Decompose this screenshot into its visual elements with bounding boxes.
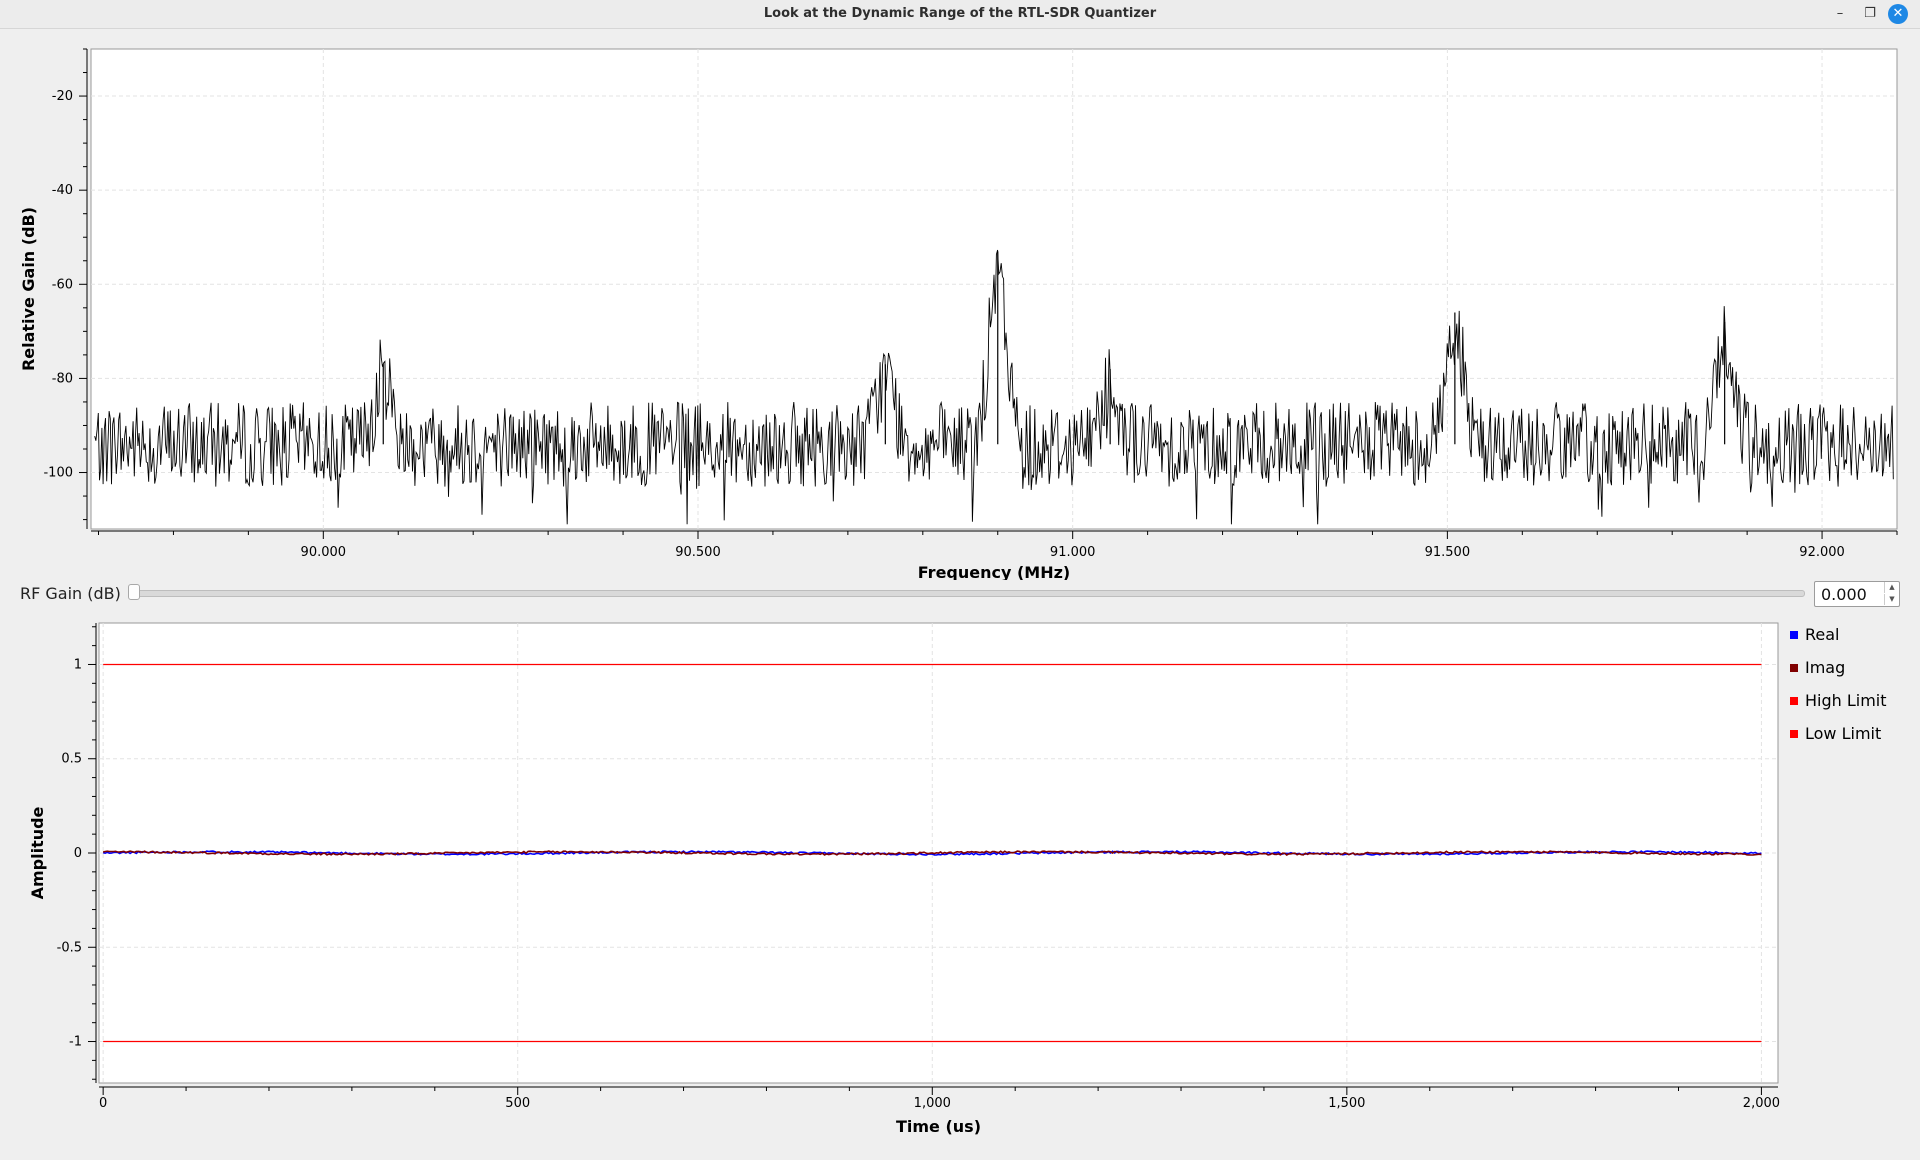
x-tick-label: 90.500 bbox=[675, 545, 721, 560]
x-tick-label: 1,000 bbox=[914, 1096, 951, 1111]
y-tick-label: 1 bbox=[74, 657, 82, 672]
x-axis-label: Time (us) bbox=[896, 1117, 981, 1136]
legend-label-low-limit: Low Limit bbox=[1805, 724, 1881, 743]
legend-label-real: Real bbox=[1805, 625, 1840, 644]
rf-gain-control: RF Gain (dB) 0.000 ▲ ▼ bbox=[0, 578, 1920, 610]
y-axis-label: Relative Gain (dB) bbox=[19, 207, 38, 371]
x-tick-label: 0 bbox=[99, 1096, 107, 1111]
legend-swatch-imag bbox=[1790, 664, 1798, 672]
window-titlebar: Look at the Dynamic Range of the RTL-SDR… bbox=[0, 0, 1920, 29]
spin-up-arrow-icon[interactable]: ▲ bbox=[1884, 582, 1899, 593]
legend-label-imag: Imag bbox=[1805, 658, 1845, 677]
rf-gain-label: RF Gain (dB) bbox=[20, 584, 121, 603]
minimize-button[interactable]: – bbox=[1836, 6, 1844, 21]
y-axis-label: Amplitude bbox=[28, 806, 47, 899]
x-tick-label: 91.000 bbox=[1050, 545, 1096, 560]
x-axis-label: Frequency (MHz) bbox=[918, 563, 1070, 580]
x-tick-label: 2,000 bbox=[1743, 1096, 1780, 1111]
rf-gain-slider-handle[interactable] bbox=[128, 584, 140, 600]
y-tick-label: -40 bbox=[52, 183, 73, 198]
rf-gain-spinbox[interactable]: 0.000 ▲ ▼ bbox=[1814, 581, 1900, 607]
y-tick-label: -60 bbox=[52, 277, 73, 292]
x-tick-label: 91.500 bbox=[1425, 545, 1471, 560]
legend-swatch-real bbox=[1790, 631, 1798, 639]
imag-trace bbox=[102, 850, 1762, 856]
maximize-button[interactable]: ❐ bbox=[1864, 6, 1876, 21]
y-tick-label: 0.5 bbox=[61, 752, 82, 767]
x-tick-label: 92.000 bbox=[1799, 545, 1845, 560]
frequency-plot[interactable]: -20 -40 -60 -80 -100 90.000 90.500 91.000 91.500… bbox=[0, 40, 1920, 580]
legend-swatch-low-limit bbox=[1790, 730, 1798, 738]
y-tick-label: -1 bbox=[69, 1035, 82, 1050]
spectrum-trace bbox=[94, 249, 1894, 525]
legend-label-high-limit: High Limit bbox=[1805, 691, 1887, 710]
y-tick-label: 0 bbox=[74, 846, 82, 861]
y-tick-label: -80 bbox=[52, 371, 73, 386]
y-tick-label: -0.5 bbox=[57, 940, 82, 955]
rf-gain-value[interactable]: 0.000 bbox=[1821, 585, 1867, 604]
x-tick-label: 1,500 bbox=[1328, 1096, 1365, 1111]
close-button[interactable]: ✕ bbox=[1888, 4, 1908, 24]
legend-swatch-high-limit bbox=[1790, 697, 1798, 705]
x-tick-label: 90.000 bbox=[301, 545, 347, 560]
y-tick-label: -20 bbox=[52, 89, 73, 104]
time-plot[interactable]: 1 0.5 0 -0.5 -1 0 500 1,000 1,500 2,000 Time (us) A… bbox=[0, 617, 1920, 1137]
y-tick-label: -100 bbox=[43, 466, 73, 481]
x-tick-label: 500 bbox=[505, 1096, 530, 1111]
rf-gain-slider-track[interactable] bbox=[130, 590, 1805, 597]
spin-down-arrow-icon[interactable]: ▼ bbox=[1884, 594, 1899, 605]
window-title: Look at the Dynamic Range of the RTL-SDR… bbox=[763, 6, 1157, 21]
